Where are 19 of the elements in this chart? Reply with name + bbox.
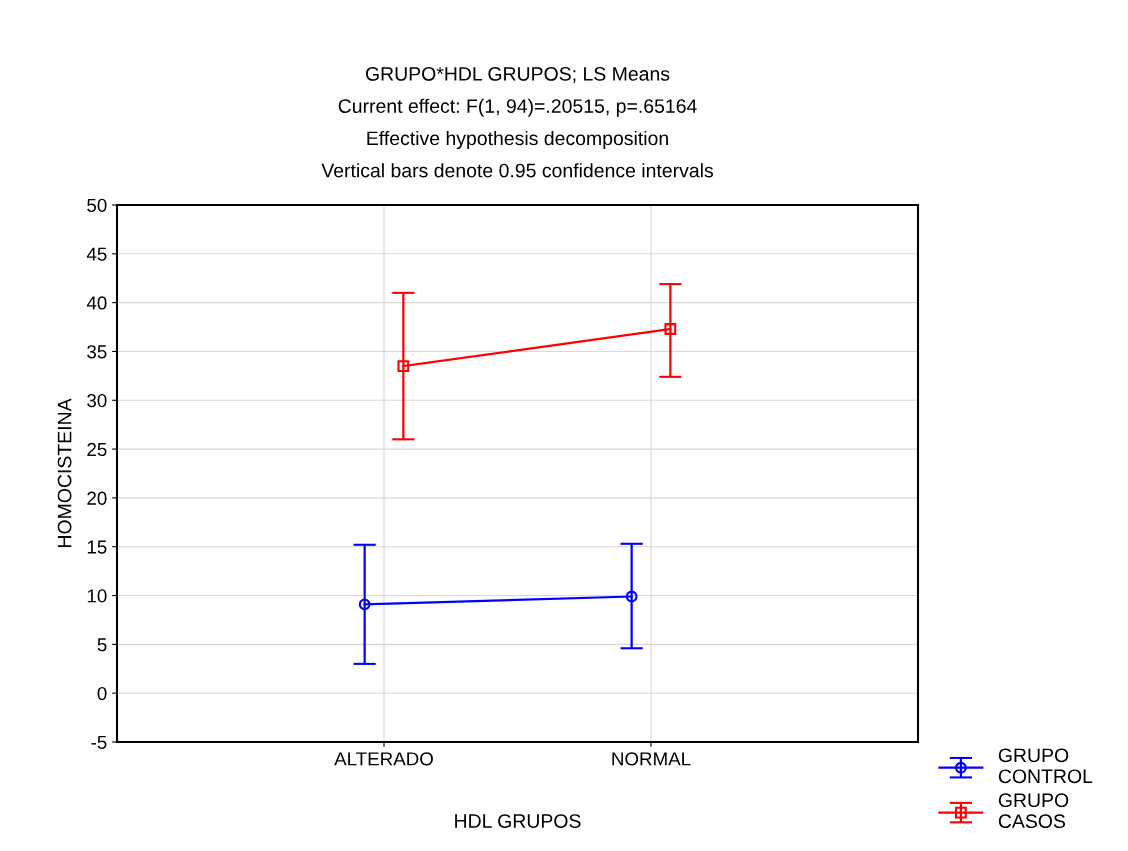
y-tick-label: 35 bbox=[87, 345, 107, 359]
legend-label: GRUPO CASOS bbox=[998, 793, 1069, 829]
y-tick-label: -5 bbox=[91, 735, 107, 749]
chart-title: GRUPO*HDL GRUPOS; LS Means Current effect: F(1, 94)=.20515, p=.65164 Effective hypothesis decomposition Vertical bars denote 0.95 confidence intervals bbox=[321, 66, 713, 178]
x-axis-title: HDL GRUPOS bbox=[455, 814, 581, 828]
x-tick-label: NORMAL bbox=[612, 752, 691, 766]
y-tick-label: 20 bbox=[87, 491, 107, 505]
y-tick-label: 0 bbox=[97, 686, 107, 701]
y-axis-title: HOMOCISTEINA bbox=[57, 398, 72, 547]
y-tick-label: 50 bbox=[87, 198, 107, 212]
y-tick-label: 5 bbox=[97, 638, 107, 652]
x-tick-label: ALTERADO bbox=[334, 752, 433, 766]
y-tick-label: 45 bbox=[86, 247, 107, 261]
y-tick-label: 15 bbox=[87, 540, 107, 554]
y-tick-label: 25 bbox=[87, 442, 107, 457]
y-tick-label: 40 bbox=[86, 296, 107, 310]
y-tick-label: 10 bbox=[87, 589, 107, 603]
y-tick-label: 30 bbox=[87, 393, 107, 408]
legend-label: GRUPO CONTROL bbox=[998, 748, 1093, 784]
